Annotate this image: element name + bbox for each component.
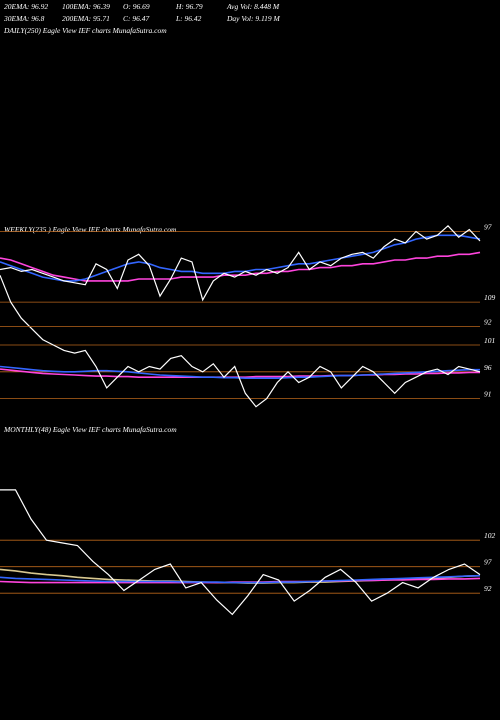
- header-stat: 100EMA: 96.39: [62, 2, 110, 11]
- header-stat: L: 96.42: [175, 14, 202, 23]
- panel-title: MONTHLY(48) Eagle View IEF charts Munafa…: [3, 425, 177, 434]
- level-label: 92: [484, 584, 492, 593]
- panel-title: WEEKLY(235 ) Eagle View IEF charts Munaf…: [4, 225, 177, 234]
- price-line: [0, 275, 481, 408]
- level-label: 97: [484, 558, 492, 567]
- header-stat: 20EMA: 96.92: [4, 2, 48, 11]
- price-line: [0, 365, 480, 380]
- level-label: 101: [484, 336, 495, 345]
- level-label: 102: [484, 531, 496, 540]
- header-stat: C: 96.47: [123, 14, 150, 23]
- level-label: 96: [484, 363, 492, 372]
- level-label: 92: [484, 318, 492, 327]
- level-label: 109: [484, 293, 496, 302]
- header-stat: 200EMA: 95.71: [62, 14, 110, 23]
- level-label: 91: [484, 390, 492, 399]
- level-label: 97: [484, 223, 492, 232]
- header-stat: Avg Vol: 8.448 M: [226, 2, 280, 11]
- price-line: [0, 234, 481, 282]
- price-line: [0, 489, 481, 616]
- header-stat: O: 96.69: [123, 2, 150, 11]
- header-stat: H: 96.79: [175, 2, 203, 11]
- price-line: [0, 574, 481, 584]
- header-stat: 30EMA: 96.8: [3, 14, 45, 23]
- price-line: [0, 224, 481, 302]
- header-stat: Day Vol: 9.119 M: [226, 14, 281, 23]
- panel-title: DAILY(250) Eagle View IEF charts MunafaS…: [3, 26, 167, 35]
- price-line: [0, 251, 481, 282]
